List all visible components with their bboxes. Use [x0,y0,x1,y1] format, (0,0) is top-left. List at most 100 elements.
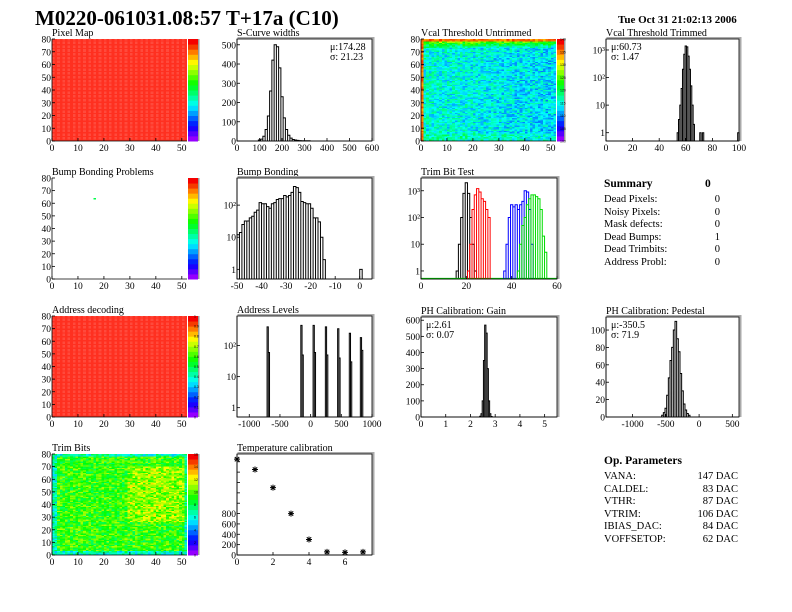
stats-label: σ: 21.23 [330,52,363,63]
palette-tick-label: 6 [194,516,196,520]
op-parameter-value: 84 DAC [702,521,738,533]
y-tick-label: 10² [224,202,237,212]
palette-swatch [188,519,198,526]
palette-swatch [188,549,198,556]
heatmap-cells [52,316,187,417]
chart-title: Bump Bonding Problems [52,167,154,178]
y-tick-label: 0 [415,138,420,148]
x-tick-label: 600 [365,144,380,154]
palette-tick-label: 0.8 [194,335,199,339]
x-tick-label: 40 [507,282,517,292]
chart-title: S-Curve widths [237,28,300,39]
y-tick-label: 20 [596,396,606,406]
palette-swatch [188,341,198,347]
chart-title: Address Levels [237,305,299,316]
op-parameters-title: Op. Parameters [604,455,682,467]
histogram-series-0 [676,45,740,141]
palette-border [198,316,200,417]
palette-swatch [188,346,198,352]
y-tick-label: 70 [42,463,52,473]
vcal-threshold-trimmed-chart: Vcal Threshold Trimmed μ:60.73σ: 1.47 0 20 4… [593,28,747,154]
chart-title: Bump Bonding [237,167,298,178]
palette-swatch [188,514,198,521]
y-tick-label: 40 [42,225,52,235]
x-tick-label: -1000 [622,420,644,430]
x-tick-label: 50 [177,558,187,568]
y-tick-label: 200 [406,381,421,391]
x-tick-label: 0 [235,558,240,568]
summary-label: Dead Trimbits: [604,244,668,256]
x-tick-label: 0 [50,420,55,430]
palette-swatch [557,105,564,111]
palette-swatch [188,361,198,367]
data-point [324,548,330,555]
data-point [306,536,312,543]
x-tick-label: 10 [73,282,83,292]
palette-tick-label: 0.7 [194,345,199,349]
palette-swatch [188,489,198,495]
y-tick-label: 20 [42,250,52,260]
y-tick-label: 80 [42,451,52,461]
palette-swatch [188,381,198,388]
palette-swatch [557,130,564,137]
y-tick-label: 100 [406,397,421,407]
x-tick-label: 20 [99,558,109,568]
x-tick-label: 20 [99,420,109,430]
histogram-series-2 [503,190,534,279]
palette-swatch [188,454,198,460]
x-tick-label: 40 [520,144,530,154]
summary-label: Dead Pixels: [604,194,658,205]
palette-swatch [188,79,198,86]
palette-swatch [188,544,198,551]
chart-title: Trim Bit Test [421,167,474,178]
x-tick-label: 0 [308,420,313,430]
x-tick-label: 0 [604,144,609,154]
op-parameter-value: 83 DAC [702,483,738,495]
chart-title: Address decoding [52,305,124,316]
y-tick-label: 20 [42,388,52,398]
plot-frame [605,316,740,418]
chart-title: Vcal Threshold Untrimmed [421,28,531,39]
palette-swatch [188,213,198,219]
y-tick-label: 80 [42,175,52,185]
palette-swatch [188,233,198,240]
y-tick-label: 30 [42,376,52,386]
palette-swatch [188,223,198,229]
summary-value: 1 [714,231,720,243]
y-tick-label: 30 [42,238,52,248]
y-tick-label: 70 [42,48,52,58]
palette-tick-label: 0.6 [194,355,199,359]
timestamp: Tue Oct 31 21:02:13 2006 [618,14,737,26]
y-tick-label: 500 [406,333,421,343]
palette-tick-label: 0.5 [194,365,199,369]
palette-swatch [188,336,198,342]
palette-swatch [188,499,198,505]
y-tick-label: 300 [222,80,237,90]
x-tick-label: 0 [419,420,424,430]
histogram-series-1 [466,188,491,279]
x-tick-label: 500 [725,420,740,430]
x-tick-label: 200 [275,144,290,154]
y-tick-label: 40 [596,379,606,389]
histogram-series-0 [266,324,364,417]
palette-tick-label: 12 [194,478,198,482]
palette-swatch [557,135,564,142]
y-tick-label: 10³ [593,46,606,56]
palette-swatch [188,243,198,250]
op-parameter-label: VTHR: [604,496,636,508]
x-tick-label: 100 [732,144,747,154]
y-tick-label: 10 [227,373,237,383]
palette-swatch [557,49,564,55]
palette-swatch [557,110,564,116]
palette-swatch [188,534,198,541]
x-tick-label: 20 [628,144,638,154]
palette-swatch [188,509,198,516]
histogram-series-0 [479,324,493,418]
palette-swatch [188,529,198,536]
x-tick-label: 50 [177,420,187,430]
y-tick-label: 10 [596,102,606,112]
histogram-series-3 [516,194,548,279]
y-tick-label: 0 [46,552,51,562]
heatmap-cells [52,454,187,555]
y-tick-label: 10² [593,74,606,84]
